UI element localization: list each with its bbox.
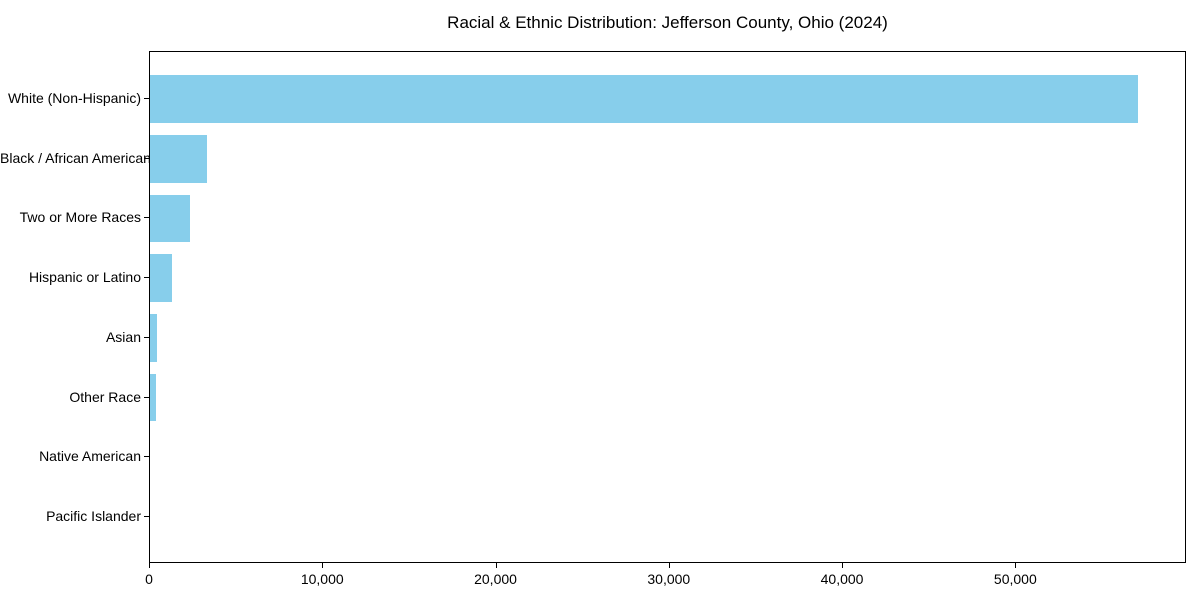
y-tick-mark	[144, 98, 149, 100]
y-tick-label: Two or More Races	[19, 209, 141, 226]
x-tick-label: 0	[145, 571, 153, 587]
plot-area	[149, 51, 1186, 563]
y-tick-mark	[144, 157, 149, 159]
y-tick-mark	[144, 396, 149, 398]
y-tick-mark	[144, 277, 149, 279]
x-tick-mark	[495, 563, 497, 568]
y-tick-mark	[144, 456, 149, 458]
x-tick-label: 20,000	[474, 571, 517, 587]
x-tick-mark	[668, 563, 670, 568]
y-tick-label: Pacific Islander	[46, 507, 141, 524]
y-tick-mark	[144, 217, 149, 219]
x-tick-label: 50,000	[993, 571, 1037, 587]
bar-white-non-hispanic	[150, 75, 1138, 123]
x-tick-mark	[149, 563, 150, 568]
y-tick-label: Asian	[105, 328, 141, 345]
y-tick-label: Black / African American	[0, 149, 151, 166]
x-tick-label: 40,000	[820, 571, 864, 587]
chart-title: Racial & Ethnic Distribution: Jefferson …	[447, 13, 888, 32]
y-tick-label: Native American	[39, 448, 141, 465]
x-tick-mark	[322, 563, 324, 568]
bar-other-race	[150, 373, 156, 422]
x-tick-mark	[1015, 563, 1017, 568]
bar-asian	[150, 313, 157, 362]
bar-hispanic-or-latino	[150, 254, 172, 303]
y-tick-mark	[144, 336, 149, 338]
bar-two-or-more-races	[150, 194, 190, 243]
y-tick-label: White (Non-Hispanic)	[7, 90, 141, 107]
x-tick-mark	[842, 563, 844, 568]
y-tick-mark	[144, 515, 149, 517]
y-tick-label: Other Race	[69, 388, 141, 405]
x-tick-label: 30,000	[647, 571, 691, 587]
y-tick-label: Hispanic or Latino	[28, 269, 141, 286]
bar-black-african-american	[150, 134, 208, 183]
x-tick-label: 10,000	[300, 571, 344, 587]
